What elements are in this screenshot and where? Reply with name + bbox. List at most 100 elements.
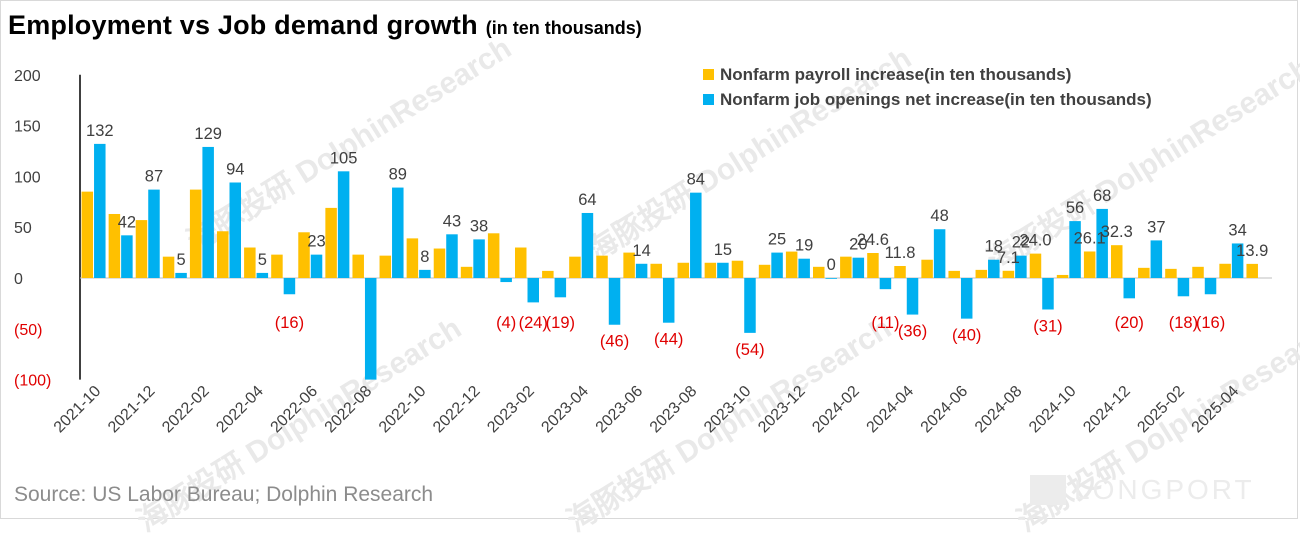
data-label: (31) bbox=[1033, 317, 1062, 335]
payroll-bar bbox=[433, 248, 446, 278]
data-label: 34 bbox=[1228, 221, 1246, 239]
openings-bar bbox=[744, 278, 756, 333]
data-label: 25 bbox=[768, 231, 786, 249]
data-label: (36) bbox=[898, 323, 927, 341]
data-label: 19 bbox=[795, 237, 813, 255]
x-tick-label: 2022-10 bbox=[376, 383, 430, 437]
openings-bar bbox=[1231, 243, 1244, 278]
x-tick-label: 2023-08 bbox=[647, 383, 701, 437]
data-label: (54) bbox=[735, 341, 764, 359]
openings-bar bbox=[1015, 255, 1027, 278]
data-label: 32.3 bbox=[1101, 223, 1133, 241]
openings-bar bbox=[717, 262, 729, 278]
payroll-bar bbox=[758, 264, 771, 278]
data-label: 38 bbox=[470, 217, 488, 235]
openings-bar bbox=[608, 278, 621, 325]
data-label: 26.1 bbox=[1074, 229, 1106, 247]
payroll-bar bbox=[948, 270, 960, 278]
payroll-bar bbox=[731, 260, 744, 278]
payroll-bar bbox=[542, 270, 554, 278]
data-label: 43 bbox=[443, 212, 461, 230]
payroll-bar bbox=[867, 253, 879, 278]
payroll-bar bbox=[189, 189, 202, 278]
openings-bar bbox=[229, 182, 241, 278]
x-tick-label: 2023-10 bbox=[701, 383, 755, 437]
payroll-bar bbox=[406, 238, 419, 278]
openings-bar bbox=[256, 272, 269, 278]
openings-bar bbox=[798, 258, 810, 278]
payroll-bar bbox=[271, 254, 283, 278]
openings-bar bbox=[392, 187, 404, 278]
legend-item-openings: Nonfarm job openings net increase(in ten… bbox=[703, 87, 1152, 112]
openings-bar bbox=[825, 278, 837, 279]
y-tick-label: 200 bbox=[14, 68, 41, 85]
payroll-bar bbox=[1111, 245, 1123, 278]
openings-bar bbox=[581, 212, 594, 278]
x-tick-label: 2023-12 bbox=[755, 383, 809, 437]
payroll-bar bbox=[460, 266, 473, 278]
payroll-bar bbox=[1083, 251, 1096, 278]
chart-title: Employment vs Job demand growth bbox=[8, 10, 478, 40]
legend-item-payroll: Nonfarm payroll increase(in ten thousand… bbox=[703, 62, 1152, 87]
y-tick-label: 0 bbox=[14, 271, 23, 288]
data-label: 24.6 bbox=[857, 231, 889, 249]
x-tick-label: 2024-08 bbox=[972, 383, 1026, 437]
payroll-bar bbox=[894, 266, 906, 278]
x-tick-label: 2022-12 bbox=[430, 383, 484, 437]
data-label: 5 bbox=[258, 251, 267, 269]
payroll-bar bbox=[1192, 266, 1204, 278]
y-tick-label: 150 bbox=[14, 119, 41, 136]
data-label: 0 bbox=[827, 256, 836, 274]
x-tick-label: 2023-02 bbox=[484, 383, 538, 437]
openings-bar bbox=[283, 278, 296, 295]
data-label: (20) bbox=[1115, 314, 1144, 332]
payroll-bar bbox=[840, 256, 852, 278]
openings-bar bbox=[635, 263, 648, 278]
payroll-bar bbox=[217, 231, 229, 278]
openings-bar bbox=[771, 252, 783, 278]
brand-logo: LONGPORT bbox=[1030, 474, 1255, 506]
chart-frame bbox=[0, 0, 1298, 519]
x-tick-label: 2023-06 bbox=[593, 383, 647, 437]
openings-bar bbox=[1123, 278, 1135, 299]
data-label: (24) bbox=[519, 314, 548, 332]
data-label: 132 bbox=[86, 122, 114, 140]
data-label: 7.1 bbox=[997, 249, 1020, 267]
payroll-bar bbox=[921, 259, 933, 278]
openings-bar bbox=[879, 278, 892, 290]
payroll-bar bbox=[1246, 263, 1258, 278]
payroll-bar bbox=[677, 262, 690, 278]
x-tick-label: 2022-02 bbox=[159, 383, 213, 437]
data-label: 24.0 bbox=[1019, 232, 1051, 250]
x-tick-label: 2024-06 bbox=[918, 383, 972, 437]
payroll-bar bbox=[515, 247, 527, 278]
openings-bar bbox=[148, 189, 160, 278]
data-label: 48 bbox=[930, 207, 948, 225]
chart-title-block: Employment vs Job demand growth (in ten t… bbox=[8, 10, 642, 41]
openings-bar bbox=[1069, 221, 1081, 278]
data-label: (16) bbox=[275, 314, 304, 332]
data-label: (44) bbox=[654, 331, 683, 349]
payroll-bar bbox=[650, 263, 662, 278]
openings-bar bbox=[1177, 278, 1190, 297]
x-tick-label: 2024-04 bbox=[864, 383, 918, 437]
x-tick-label: 2022-04 bbox=[213, 383, 267, 437]
openings-bar bbox=[906, 278, 919, 315]
data-label: 94 bbox=[226, 160, 244, 178]
payroll-bar bbox=[1138, 267, 1150, 278]
openings-bar bbox=[1096, 208, 1108, 278]
openings-bar bbox=[527, 278, 539, 303]
openings-bar bbox=[933, 229, 946, 278]
payroll-bar bbox=[108, 213, 121, 278]
data-label: 8 bbox=[420, 248, 429, 266]
payroll-bar bbox=[325, 207, 337, 278]
x-tick-label: 2021-12 bbox=[105, 383, 159, 437]
y-tick-label: (50) bbox=[14, 322, 42, 339]
x-tick-label: 2025-04 bbox=[1189, 383, 1243, 437]
openings-bar bbox=[364, 278, 377, 380]
openings-bar bbox=[337, 171, 350, 278]
payroll-bar bbox=[244, 247, 256, 278]
openings-bar bbox=[690, 192, 702, 278]
data-label: 15 bbox=[714, 241, 732, 259]
data-label: 11.8 bbox=[885, 244, 916, 262]
